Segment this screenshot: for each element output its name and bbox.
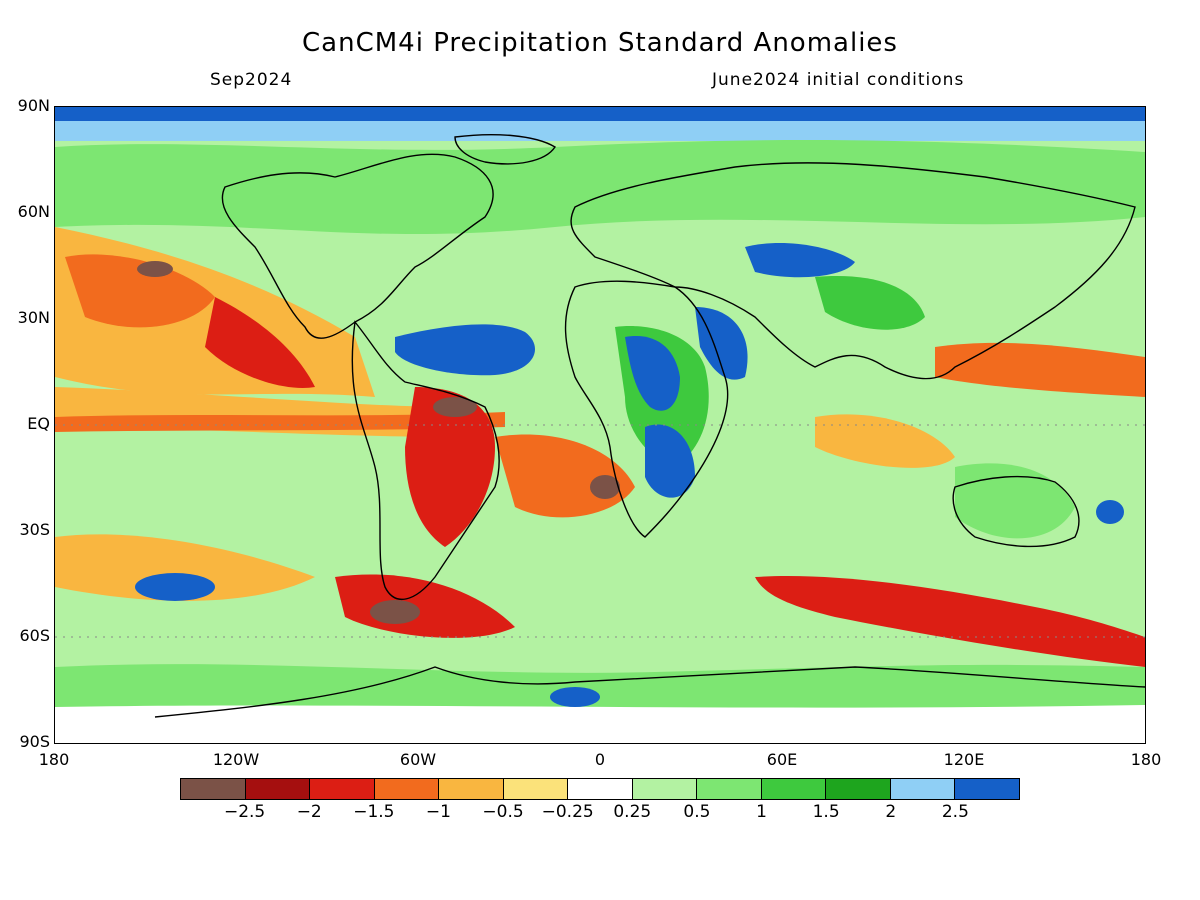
- central-asia-wet: [745, 242, 855, 278]
- australia-coast: [952, 475, 1080, 548]
- colorbar-swatch: [697, 779, 762, 799]
- colorbar-tick-label: 0.5: [683, 802, 711, 822]
- ne-pacific-dry-core: [65, 254, 215, 328]
- colorbar-swatch: [245, 779, 311, 799]
- colorbar-tick-label: −1.5: [353, 802, 395, 822]
- ne-pacific-dry-extreme: [137, 261, 173, 277]
- patagonia-dry-extreme: [370, 600, 420, 624]
- initial-conditions-label: June2024 initial conditions: [712, 70, 965, 90]
- australia-mixed: [955, 463, 1075, 539]
- colorbar-tick-label: 2: [885, 802, 897, 822]
- south-atlantic-dry-extreme: [590, 475, 620, 499]
- north-atlantic-wet: [395, 324, 535, 376]
- africa-wet-core: [625, 336, 680, 411]
- colorbar-swatch: [826, 779, 891, 799]
- colorbar-tick-label: 2.5: [941, 802, 969, 822]
- colorbar-swatch: [439, 779, 504, 799]
- west-us-dry: [205, 297, 315, 388]
- indian-ocean-dry: [815, 414, 955, 468]
- arabia-wet: [695, 307, 748, 380]
- greenland-coast: [454, 134, 556, 165]
- colorbar-swatch: [632, 779, 698, 799]
- colorbar-swatch: [955, 779, 1019, 799]
- patagonia-dry: [335, 574, 515, 638]
- lon-label-0: 0: [594, 750, 606, 769]
- east-australia-wet: [1096, 500, 1124, 524]
- colorbar: [180, 778, 1020, 800]
- lat-label-60n: 60N: [17, 202, 50, 221]
- colorbar-swatch: [568, 779, 633, 799]
- antarctic-wet-patch: [550, 687, 600, 707]
- colorbar-swatch: [181, 779, 246, 799]
- south-america-coast: [351, 320, 500, 600]
- colorbar-tick-label: 0.25: [613, 802, 652, 822]
- anomaly-map-canvas: [55, 107, 1145, 743]
- amazon-dry-extreme: [433, 397, 477, 417]
- colorbar-tick-label: −2.5: [223, 802, 266, 822]
- equatorial-pacific-dry: [55, 412, 505, 432]
- colorbar-swatch: [374, 779, 440, 799]
- lat-label-60s: 60S: [19, 626, 50, 645]
- colorbar-swatch: [503, 779, 569, 799]
- colorbar-swatch: [310, 779, 375, 799]
- lon-label-120e: 120E: [943, 750, 985, 769]
- south-pacific-dry: [55, 534, 315, 601]
- arctic-wet-band: [55, 107, 1145, 121]
- south-pacific-wet: [135, 573, 215, 601]
- eurasia-coast: [570, 162, 1136, 380]
- lon-label-180w: 180: [38, 750, 70, 769]
- valid-month-label: Sep2024: [210, 70, 293, 90]
- southern-ocean-dry: [755, 576, 1145, 667]
- colorbar-tick-label: −0.25: [541, 802, 594, 822]
- colorbar-tick-label: −0.5: [482, 802, 524, 822]
- colorbar-tick-label: 1.5: [812, 802, 840, 822]
- chart-title: CanCM4i Precipitation Standard Anomalies: [302, 28, 898, 58]
- antarctica-coast: [154, 666, 1145, 718]
- lat-label-eq: EQ: [27, 414, 50, 433]
- lat-label-90s: 90S: [19, 732, 50, 751]
- lat-label-90n: 90N: [17, 96, 50, 115]
- lon-label-60e: 60E: [766, 750, 798, 769]
- lat-label-30s: 30S: [19, 520, 50, 539]
- lat-label-30n: 30N: [17, 308, 50, 327]
- colorbar-tick-label: −1: [425, 802, 451, 822]
- colorbar-tick-label: −2: [296, 802, 322, 822]
- lon-label-180e: 180: [1130, 750, 1162, 769]
- east-africa-wet: [645, 424, 695, 498]
- south-america-dry: [405, 387, 495, 547]
- west-pacific-dry: [935, 342, 1145, 397]
- anomaly-map: [54, 106, 1146, 744]
- lon-label-120w: 120W: [212, 750, 260, 769]
- antarctic-neutral: [55, 705, 1145, 743]
- colorbar-tick-label: 1: [756, 802, 767, 822]
- africa-coast: [564, 280, 729, 538]
- colorbar-swatch: [761, 779, 827, 799]
- north-america-coast: [221, 153, 494, 339]
- coastlines: [154, 134, 1145, 718]
- colorbar-swatch: [890, 779, 956, 799]
- south-asia-wet: [815, 276, 925, 330]
- arctic-wet-band-2: [55, 121, 1145, 141]
- northern-wet-belt: [55, 140, 1145, 235]
- lon-label-60w: 60W: [399, 750, 437, 769]
